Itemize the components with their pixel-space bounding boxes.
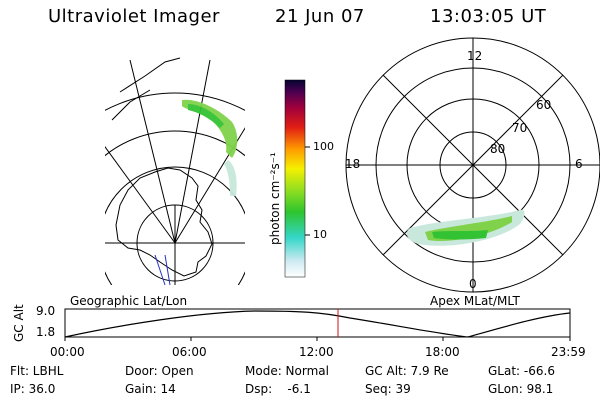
altitude-xtick-1200: 12:00: [299, 345, 334, 359]
status-gc-alt: GC Alt: 7.9 Re: [365, 364, 449, 378]
polar-mlt-6: 6: [575, 157, 583, 171]
status-seq: Seq: 39: [365, 382, 411, 396]
polar-mlt-0: 0: [469, 277, 477, 291]
altitude-ytick-max: 9.0: [36, 304, 56, 318]
polar-lat-60: 60: [536, 98, 552, 112]
colorbar-tick-10: 10: [313, 228, 327, 241]
status-gain: Gain: 14: [125, 382, 176, 396]
polar-lat-80: 80: [490, 142, 506, 156]
polar-lat-70: 70: [512, 121, 528, 135]
time-label: 13:03:05 UT: [430, 6, 547, 27]
status-door: Door: Open: [125, 364, 194, 378]
status-dsp: Dsp: -6.1: [245, 382, 311, 396]
status-mode: Mode: Normal: [245, 364, 329, 378]
polar-mlt-18: 18: [345, 157, 361, 171]
status-filter: Flt: LBHL: [10, 364, 64, 378]
altitude-xtick-0600: 06:00: [172, 345, 207, 359]
date-label: 21 Jun 07: [275, 6, 365, 27]
polar-aurora: [406, 209, 525, 246]
altitude-xtick-1800: 18:00: [425, 345, 460, 359]
geo-panel-label: Geographic Lat/Lon: [70, 294, 188, 308]
colorbar-tick-100: 100: [313, 140, 334, 153]
altitude-xtick-0000: 00:00: [50, 345, 85, 359]
polar-mlt-12: 12: [467, 49, 483, 63]
orbit-altitude-curve: [64, 310, 571, 338]
status-ip: IP: 36.0: [10, 382, 56, 396]
polar-panel-label: Apex MLat/MLT: [430, 294, 520, 308]
altitude-xtick-2359: 23:59: [551, 345, 586, 359]
altitude-ytick-min: 1.8: [36, 325, 56, 339]
status-glon: GLon: 98.1: [488, 382, 554, 396]
geo-aurora: [182, 99, 238, 196]
altitude-ylabel: GC Alt: [12, 304, 26, 342]
status-glat: GLat: -66.6: [488, 364, 555, 378]
instrument-title: Ultraviolet Imager: [48, 6, 220, 27]
